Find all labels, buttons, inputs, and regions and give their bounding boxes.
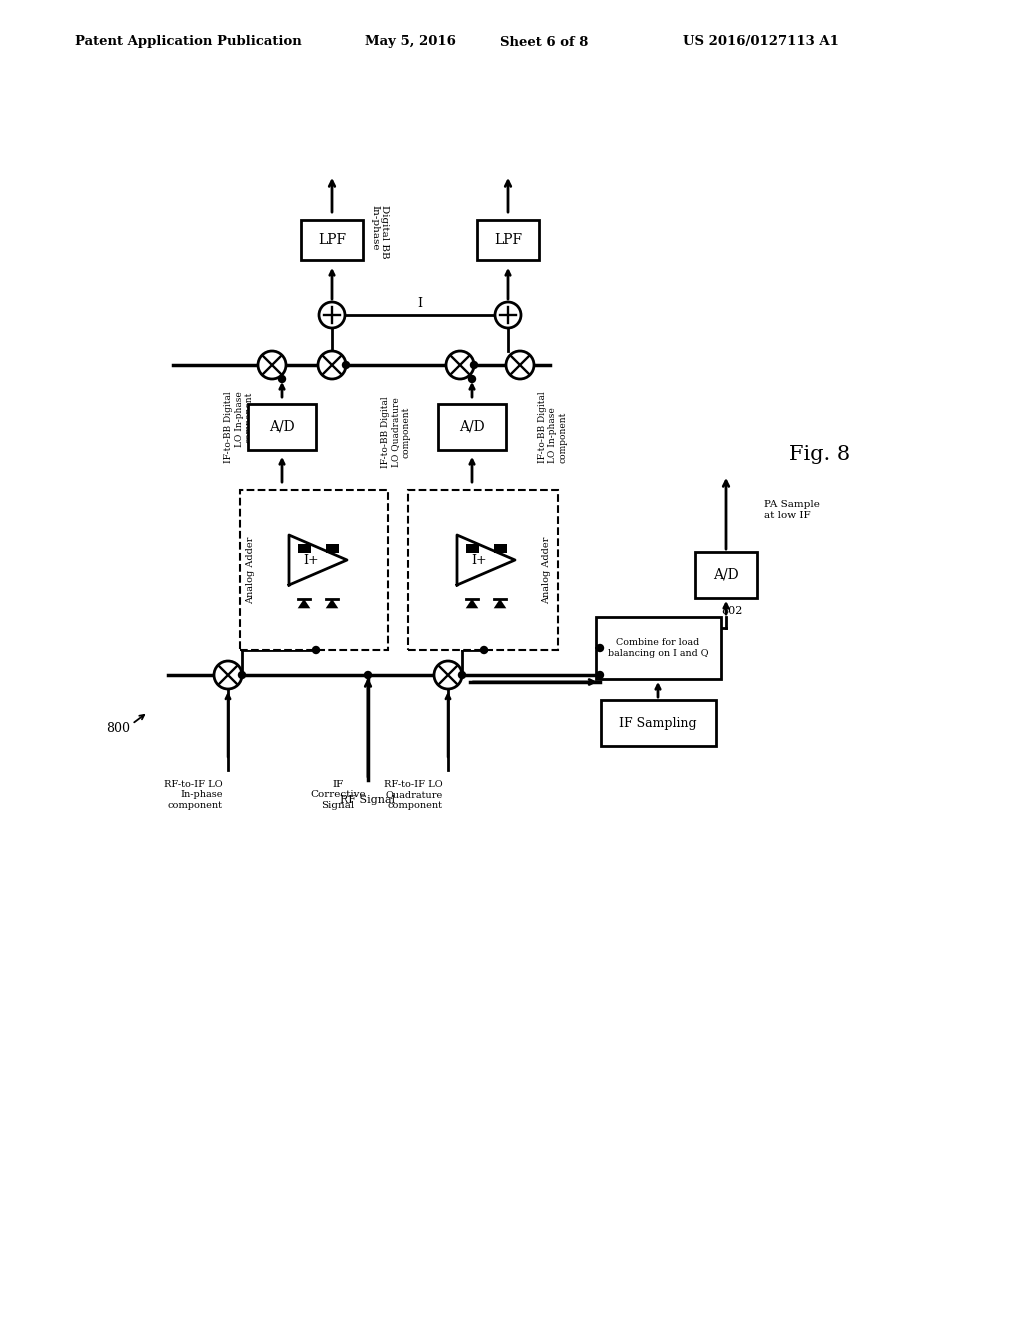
Circle shape [279, 375, 286, 383]
Text: LPF: LPF [494, 234, 522, 247]
Text: Fig. 8: Fig. 8 [790, 446, 851, 465]
Bar [466, 544, 478, 553]
Text: Sheet 6 of 8: Sheet 6 of 8 [500, 36, 589, 49]
Bar [298, 544, 310, 553]
Text: A/D: A/D [713, 568, 738, 582]
Circle shape [214, 661, 242, 689]
Text: RF-to-IF LO
In-phase
component: RF-to-IF LO In-phase component [165, 780, 223, 809]
Text: Digital BB
In-phase: Digital BB In-phase [370, 205, 389, 259]
Text: I+: I+ [471, 553, 486, 566]
Polygon shape [466, 599, 478, 609]
Text: Combine for load
balancing on I and Q: Combine for load balancing on I and Q [608, 639, 709, 657]
Bar [326, 544, 339, 553]
Text: IF-to-BB Digital
LO Quadrature
component: IF-to-BB Digital LO Quadrature component [381, 396, 411, 467]
Polygon shape [494, 599, 506, 609]
Text: Analog Adder: Analog Adder [247, 536, 256, 603]
Circle shape [342, 362, 349, 368]
Text: RF Signal: RF Signal [340, 795, 395, 805]
Bar [438, 404, 506, 450]
Text: I+: I+ [303, 553, 318, 566]
Text: PA Sample
at low IF: PA Sample at low IF [764, 500, 820, 520]
Text: RF-to-IF LO
Quadrature
component: RF-to-IF LO Quadrature component [384, 780, 443, 809]
Text: US 2016/0127113 A1: US 2016/0127113 A1 [683, 36, 839, 49]
Text: I: I [418, 297, 423, 310]
Text: IF-to-BB Digital
LO In-phase
component: IF-to-BB Digital LO In-phase component [224, 391, 254, 463]
Bar [248, 404, 316, 450]
Text: IF Sampling: IF Sampling [620, 717, 696, 730]
Circle shape [459, 672, 466, 678]
Text: IF-to-BB Digital
LO In-phase
component: IF-to-BB Digital LO In-phase component [538, 391, 567, 463]
Polygon shape [289, 535, 347, 585]
Text: 802: 802 [721, 606, 742, 616]
Circle shape [446, 351, 474, 379]
Circle shape [318, 351, 346, 379]
Circle shape [365, 672, 372, 678]
Circle shape [469, 375, 475, 383]
Circle shape [319, 302, 345, 327]
Circle shape [597, 644, 603, 652]
Circle shape [495, 302, 521, 327]
Bar [240, 490, 388, 649]
Text: Analog Adder: Analog Adder [543, 536, 552, 603]
Bar [596, 616, 721, 678]
Circle shape [434, 661, 462, 689]
Circle shape [480, 647, 487, 653]
Circle shape [470, 362, 477, 368]
Circle shape [597, 672, 603, 678]
Polygon shape [457, 535, 515, 585]
Bar [477, 220, 539, 260]
Text: IF
Corrective
Signal: IF Corrective Signal [310, 780, 366, 809]
Text: May 5, 2016: May 5, 2016 [365, 36, 456, 49]
Circle shape [506, 351, 534, 379]
Bar [600, 700, 716, 746]
Text: 800: 800 [106, 722, 130, 734]
Circle shape [312, 647, 319, 653]
Circle shape [239, 672, 246, 678]
Bar [301, 220, 362, 260]
Text: A/D: A/D [269, 420, 295, 434]
Polygon shape [326, 599, 338, 609]
Bar [494, 544, 507, 553]
Text: LPF: LPF [317, 234, 346, 247]
Circle shape [258, 351, 286, 379]
Bar [695, 552, 757, 598]
Bar [408, 490, 558, 649]
Text: Patent Application Publication: Patent Application Publication [75, 36, 302, 49]
Text: A/D: A/D [459, 420, 484, 434]
Polygon shape [298, 599, 310, 609]
